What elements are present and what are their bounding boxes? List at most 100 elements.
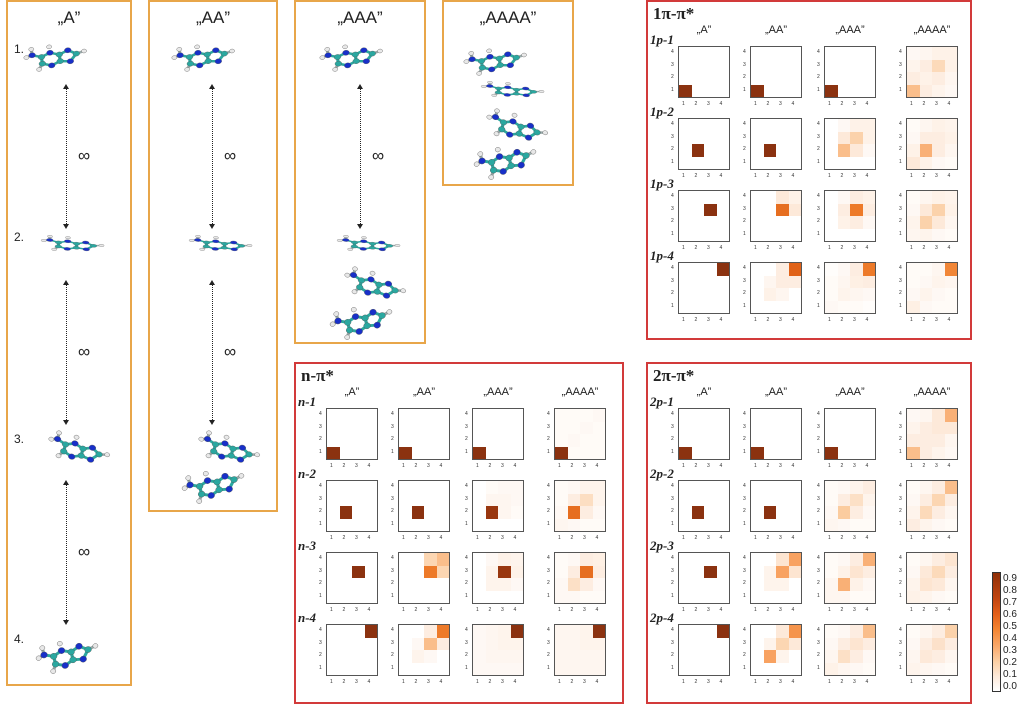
y-tick-label: 2 (817, 652, 820, 658)
x-tick-label: 1 (828, 173, 831, 179)
heatmap-cell (850, 263, 863, 276)
adenine-molecule (181, 471, 245, 504)
x-tick-label: 2 (694, 607, 698, 613)
heatmap-cell (862, 191, 875, 204)
heatmap-cell (498, 578, 511, 591)
heatmap-cell (919, 275, 932, 288)
y-tick-label: 2 (743, 580, 746, 586)
x-tick-label: 1 (682, 679, 685, 685)
dotted-arrow (66, 88, 67, 224)
heatmap-cell (776, 263, 789, 276)
heatmap-cell (932, 275, 945, 288)
heatmap-cell (907, 84, 920, 97)
heatmap-cell (592, 409, 605, 422)
heatmap-cell (919, 481, 932, 494)
y-tick-label: 1 (671, 520, 674, 527)
x-tick-label: 4 (719, 245, 723, 251)
row-label: 2p-3 (650, 538, 674, 553)
x-tick-label: 2 (840, 173, 844, 179)
heatmap-cell (679, 446, 692, 459)
x-tick-label: 3 (935, 101, 938, 107)
heatmap-grid (824, 624, 876, 676)
infinity-separator: ∞ (224, 342, 237, 361)
heatmap-cell (592, 518, 605, 531)
row-label: 2p-2 (650, 466, 674, 481)
heatmap-cell (919, 493, 932, 506)
x-tick-label: 1 (476, 679, 479, 685)
heatmap-cell (567, 625, 580, 638)
y-tick-label: 2 (319, 652, 322, 658)
y-tick-label: 3 (319, 495, 322, 502)
heatmap-cell (825, 506, 838, 519)
heatmap-cell (580, 409, 593, 422)
y-tick-label: 1 (817, 230, 820, 237)
heatmap-cell (850, 275, 863, 288)
x-tick-label: 1 (828, 101, 831, 107)
y-tick-label: 3 (817, 277, 820, 284)
x-tick-label: 1 (910, 535, 913, 541)
y-tick-label: 4 (671, 49, 674, 55)
y-tick-label: 1 (743, 520, 746, 527)
x-tick-label: 4 (865, 679, 869, 685)
adenine-molecule (344, 266, 406, 299)
y-tick-label: 4 (671, 483, 674, 489)
x-tick-label: 2 (840, 679, 844, 685)
row-label: 2p-1 (650, 394, 674, 409)
heatmap-cell (932, 578, 945, 591)
x-tick-label: 4 (439, 535, 443, 541)
y-tick-label: 2 (547, 580, 550, 586)
heatmap-cell (919, 228, 932, 241)
heatmap-grid (678, 118, 730, 170)
y-tick-label: 4 (547, 555, 550, 561)
heatmap-cell (485, 506, 498, 519)
x-tick-label: 3 (779, 101, 782, 107)
heatmap-cell (555, 578, 568, 591)
x-tick-label: 1 (828, 317, 831, 323)
heatmap-cell (919, 590, 932, 603)
heatmap-cell (919, 506, 932, 519)
heatmap-cell (567, 481, 580, 494)
x-tick-label: 1 (828, 607, 831, 613)
row-label: 1p-3 (650, 176, 674, 191)
y-tick-label: 1 (899, 664, 902, 671)
heatmap-cell (837, 625, 850, 638)
x-tick-label: 2 (922, 607, 926, 613)
adenine-molecule (463, 48, 527, 76)
heatmap-grid (678, 408, 730, 460)
y-tick-label: 3 (899, 639, 902, 646)
x-tick-label: 4 (595, 679, 599, 685)
y-tick-label: 3 (817, 205, 820, 212)
x-tick-label: 1 (682, 535, 685, 541)
y-tick-label: 3 (465, 639, 468, 646)
y-tick-label: 2 (671, 218, 674, 224)
x-tick-label: 4 (947, 173, 951, 179)
x-tick-label: 1 (330, 463, 333, 469)
heatmap-cell (555, 421, 568, 434)
column-header: „A” (696, 386, 712, 398)
x-tick-label: 2 (922, 535, 926, 541)
heatmap-cell (825, 578, 838, 591)
x-tick-label: 3 (935, 245, 938, 251)
y-tick-label: 1 (391, 664, 394, 671)
x-tick-label: 1 (330, 679, 333, 685)
y-tick-label: 3 (743, 277, 746, 284)
heatmap-cell (567, 637, 580, 650)
heatmap-cell (485, 493, 498, 506)
x-tick-label: 2 (414, 463, 418, 469)
x-tick-label: 1 (402, 463, 405, 469)
x-tick-label: 4 (719, 317, 723, 323)
y-tick-label: 4 (817, 555, 820, 561)
y-tick-label: 2 (817, 580, 820, 586)
heatmap-cell (837, 288, 850, 301)
x-tick-label: 3 (355, 463, 358, 469)
heatmap-grid (554, 552, 606, 604)
heatmap-cell (825, 662, 838, 675)
y-tick-label: 2 (671, 652, 674, 658)
heatmap-cell (932, 553, 945, 566)
heatmap-cell (944, 191, 957, 204)
heatmap-cell (510, 650, 523, 663)
row-label: 1p-4 (650, 248, 674, 263)
adenine-molecule (188, 235, 253, 251)
heatmap-cell (837, 650, 850, 663)
y-tick-label: 3 (547, 423, 550, 430)
